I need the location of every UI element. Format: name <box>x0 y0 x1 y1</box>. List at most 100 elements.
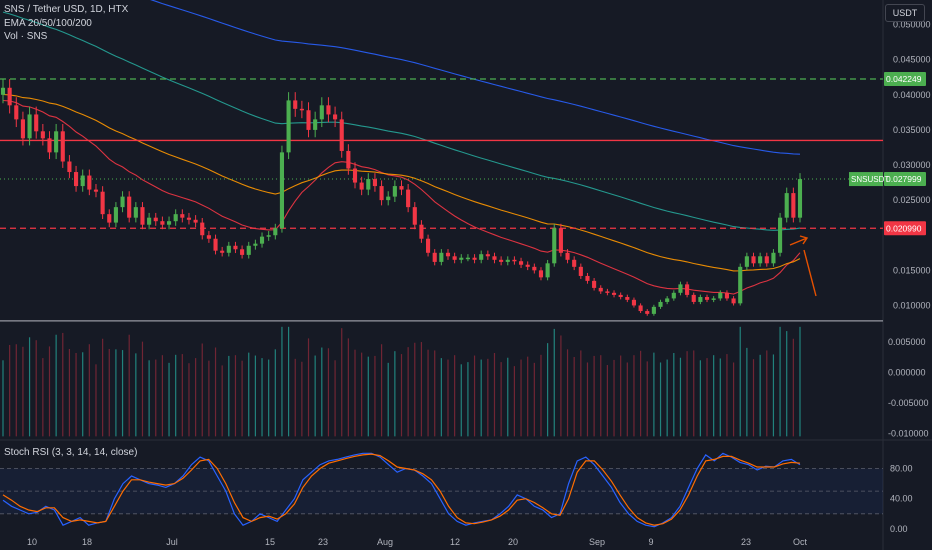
candle-body <box>299 108 304 111</box>
candle-body <box>392 186 397 197</box>
candle-body <box>678 284 683 293</box>
candle-body <box>538 270 544 278</box>
volume-bar <box>560 335 562 437</box>
candle-body <box>638 305 643 312</box>
candle-body <box>611 292 617 295</box>
candle-body <box>758 256 763 264</box>
time-tick-label: 9 <box>648 537 653 547</box>
volume-bar <box>586 362 589 437</box>
volume-bar <box>420 342 423 437</box>
current-price-label-bg <box>884 172 926 187</box>
volume-bar <box>22 346 24 437</box>
red-level-price-label-bg <box>884 221 926 236</box>
volume-bar <box>307 338 310 437</box>
candle-body <box>751 256 756 264</box>
volume-bar <box>367 356 369 437</box>
candle-body <box>67 161 72 173</box>
candle-body <box>359 182 364 190</box>
volume-bar <box>221 365 223 437</box>
rsi-tick-label: 0.00 <box>890 524 908 534</box>
volume-bar <box>287 326 290 437</box>
volume-bar <box>234 355 237 437</box>
candle-body <box>718 292 723 299</box>
volume-bar <box>759 354 761 437</box>
candle-body <box>532 266 537 271</box>
candle-body <box>80 175 85 187</box>
volume-bar <box>82 352 84 437</box>
volume-bar <box>640 350 642 437</box>
volume-bar <box>228 355 230 437</box>
volume-bar <box>347 338 349 437</box>
candle-body <box>107 214 112 223</box>
candle-body <box>572 259 577 267</box>
volume-bar <box>460 364 462 437</box>
volume-bar <box>593 355 595 437</box>
candle-body <box>479 254 484 260</box>
rsi-tick-label: 80.00 <box>890 463 913 473</box>
candle-body <box>525 264 530 267</box>
volume-legend[interactable]: Vol · SNS <box>4 31 48 42</box>
volume-bar <box>387 362 389 437</box>
volume-bar <box>493 352 496 437</box>
candle-body <box>313 119 318 130</box>
time-tick-label: 23 <box>318 537 328 547</box>
volume-bar <box>407 347 409 437</box>
ema-legend[interactable]: EMA 20/50/100/200 <box>4 18 92 29</box>
candle-body <box>87 175 92 190</box>
candle-body <box>220 250 225 253</box>
candle-body <box>764 256 769 264</box>
volume-bar <box>540 354 542 437</box>
volume-bar <box>573 357 575 437</box>
volume-bar <box>500 362 502 437</box>
candle-body <box>399 186 404 190</box>
stoch-rsi-legend[interactable]: Stoch RSI (3, 3, 14, 14, close) <box>4 447 138 458</box>
candle-body <box>100 191 105 215</box>
volume-bar <box>135 353 137 437</box>
candle-body <box>206 235 211 239</box>
candle-body <box>293 100 298 109</box>
candle-body <box>625 297 630 300</box>
candle-body <box>578 266 583 276</box>
candle-body <box>778 217 783 253</box>
candle-body <box>213 238 218 251</box>
candle-body <box>193 219 198 223</box>
volume-bar <box>746 347 748 437</box>
candle-body <box>319 105 324 120</box>
candle-body <box>286 100 291 153</box>
volume-bar <box>713 355 715 437</box>
volume-bar <box>214 347 217 437</box>
candle-body <box>711 298 716 300</box>
candle-body <box>426 238 431 253</box>
chart-title: SNS / Tether USD, 1D, HTX <box>4 4 129 15</box>
candle-body <box>120 196 125 208</box>
candle-body <box>153 217 158 222</box>
volume-bar <box>434 350 436 437</box>
volume-bar <box>706 358 708 437</box>
currency-selector[interactable]: USDT <box>885 4 925 22</box>
volume-bar <box>693 350 695 437</box>
volume-bar <box>374 355 376 437</box>
volume-bar <box>699 360 701 437</box>
candle-body <box>605 291 610 293</box>
candle-body <box>54 131 59 153</box>
volume-bar <box>646 361 648 437</box>
volume-bar <box>507 357 509 437</box>
volume-bar <box>301 361 303 437</box>
volume-bar <box>201 343 203 437</box>
rsi-tick-label: 40.00 <box>890 494 913 504</box>
candle-body <box>200 222 205 236</box>
volume-tick-label: 0.000000 <box>888 367 926 377</box>
volume-bar <box>2 360 4 437</box>
candle-body <box>499 259 504 262</box>
candle-body <box>505 259 510 262</box>
ema-200-line <box>150 0 801 155</box>
candle-body <box>651 306 656 314</box>
time-tick-label: 12 <box>450 537 460 547</box>
volume-bar <box>148 360 150 437</box>
candle-body <box>40 131 45 139</box>
volume-bar <box>580 350 582 437</box>
volume-bar <box>354 349 356 437</box>
volume-bar <box>766 350 768 437</box>
volume-bar <box>95 364 97 437</box>
